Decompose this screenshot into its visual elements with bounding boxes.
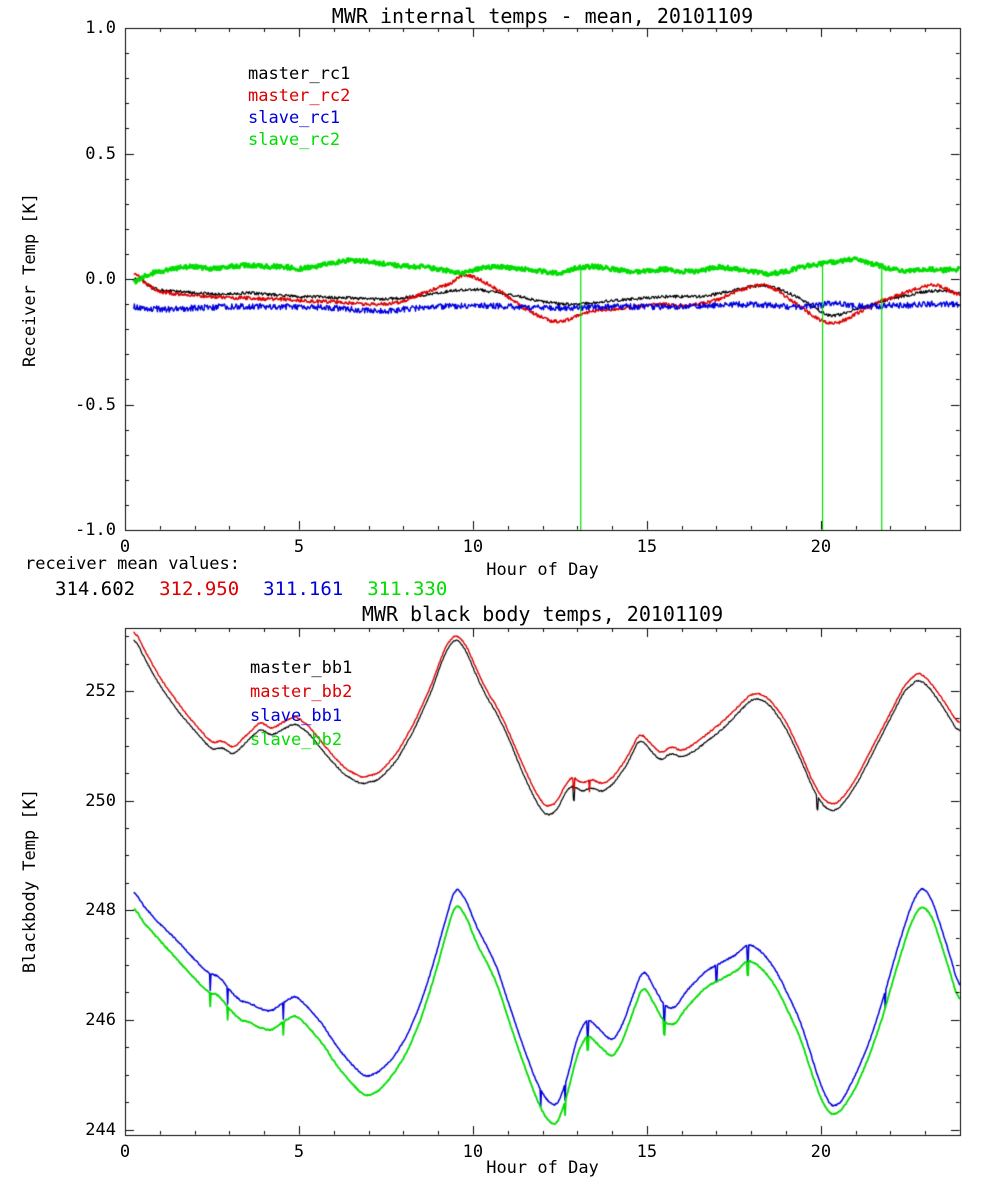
mean-value-master-rc1: 314.602 [55, 578, 136, 600]
legend-item-master-bb2: master_bb2 [250, 682, 353, 702]
legend-item-master-rc1: master_rc1 [248, 64, 351, 84]
mean-values-row: 314.602 312.950 311.161 311.330 [55, 578, 447, 600]
x-tick-label: 20 [810, 1142, 832, 1162]
y-tick-label: 246 [85, 1009, 116, 1030]
legend-item-master-bb1: master_bb1 [250, 658, 353, 678]
x-tick-label: 0 [119, 537, 131, 557]
x-tick-label: 5 [293, 537, 305, 557]
mean-value-slave-rc1: 311.161 [263, 578, 344, 600]
x-tick-label: 20 [810, 537, 832, 557]
legend-item-slave-rc2: slave_rc2 [248, 130, 341, 150]
mean-value-slave-rc2: 311.330 [367, 578, 448, 600]
x-tick-label: 0 [119, 1142, 131, 1162]
legend-item-slave-rc1: slave_rc1 [248, 108, 341, 128]
legend-item-master-rc2: master_rc2 [248, 86, 351, 106]
x-tick-label: 10 [462, 537, 484, 557]
top-plot-title: MWR internal temps - mean, 20101109 [331, 4, 754, 28]
legend-item-slave-bb1: slave_bb1 [250, 706, 343, 726]
x-tick-label: 5 [293, 1142, 305, 1162]
y-tick-label: 250 [85, 790, 116, 811]
y-tick-label: 1.0 [85, 18, 116, 38]
y-tick-label: 244 [85, 1119, 116, 1140]
legend-item-slave-bb2: slave_bb2 [250, 730, 343, 750]
top-x-axis-title: Hour of Day [486, 560, 599, 580]
bottom-legend: master_bb1 master_bb2 slave_bb1 slave_bb… [250, 656, 352, 752]
x-tick-label: 15 [636, 1142, 658, 1162]
top-legend: master_rc1 master_rc2 slave_rc1 slave_rc… [248, 63, 350, 151]
y-tick-label: 0.5 [85, 143, 116, 164]
y-tick-label: 0.0 [85, 269, 116, 289]
mean-value-master-rc2: 312.950 [159, 578, 240, 600]
y-tick-label: 248 [85, 900, 116, 921]
top-y-axis-title: Receiver Temp [K] [19, 193, 40, 367]
y-tick-label: -1.0 [75, 520, 116, 540]
bottom-y-axis-title: Blackbody Temp [K] [19, 788, 40, 974]
x-tick-label: 10 [462, 1142, 484, 1162]
y-tick-label: -0.5 [75, 394, 116, 415]
y-tick-label: 252 [85, 681, 116, 702]
bottom-plot-title: MWR black body temps, 20101109 [361, 602, 724, 626]
mean-values-caption: receiver mean values: [25, 554, 240, 574]
x-tick-label: 15 [636, 537, 658, 557]
bottom-x-axis-title: Hour of Day [486, 1158, 599, 1178]
